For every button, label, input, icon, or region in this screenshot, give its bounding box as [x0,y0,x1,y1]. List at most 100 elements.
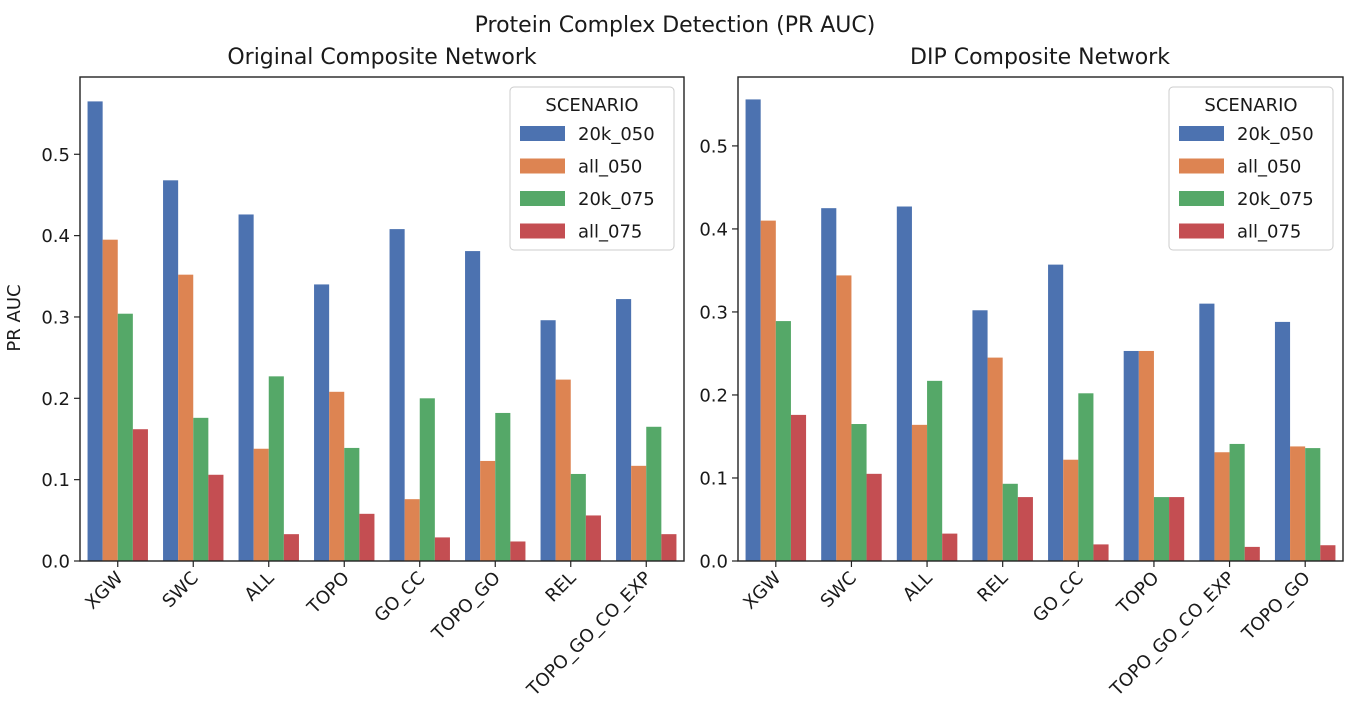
x-tick-label: GO_CC [370,568,429,627]
bar-all_050-topo_go_co_exp [1214,452,1230,561]
bar-20k_050-rel [972,310,988,561]
figure-suptitle: Protein Complex Detection (PR AUC) [475,13,876,38]
panel-title: Original Composite Network [227,45,537,70]
y-tick-label: 0.0 [699,552,728,573]
bar-20k_075-topo [1153,497,1170,561]
bar-all_075-go_cc [1093,544,1109,561]
legend-swatch [520,191,565,206]
bar-20k_050-xgw [87,101,103,562]
bar-all_075-topo_go_co_exp [1244,546,1260,561]
x-tick-label: XGW [739,568,785,614]
legend-swatch [1179,126,1224,141]
bar-20k_075-topo_go_co_exp [1229,443,1245,561]
y-tick-label: 0.1 [699,468,728,489]
panel-original-network: Original Composite Network PR AUC 0.0 0.1… [4,45,685,701]
y-tick-label: 0.3 [699,302,728,323]
bar-20k_050-all [238,214,254,561]
y-tick-label: 0.5 [699,136,728,157]
x-tick-label: REL [541,568,580,607]
legend-swatch [520,223,565,239]
panel-title: DIP Composite Network [910,45,1170,70]
bar-20k_075-all [927,380,943,561]
legend-swatch [520,126,565,141]
bar-20k_075-xgw [775,321,791,561]
legend-entry-label: all_050 [1237,157,1301,178]
bar-all_075-xgw [790,414,807,561]
bar-all_050-swc [178,274,194,561]
bar-all_075-topo_go_co_exp [661,534,677,561]
x-tick-label: TOPO_GO [428,568,505,645]
bar-20k_050-swc [821,208,837,562]
bar-all_050-all [911,424,928,561]
bar-all_075-all [283,534,299,561]
bar-20k_050-topo [1123,350,1139,561]
legend-title: SCENARIO [545,95,638,116]
x-tick-label: TOPO_GO [1237,568,1314,645]
bar-20k_050-go_cc [1048,264,1064,561]
y-axis-label: PR AUC [4,284,25,351]
bar-all_050-xgw [102,239,118,561]
bar-20k_075-topo_go_co_exp [646,426,662,561]
legend-entry-label: all_075 [1237,222,1301,243]
x-tick-label: TOPO [303,568,354,619]
y-tick-label: 0.4 [41,226,70,247]
x-tick-label: GO_CC [1029,568,1088,627]
bar-all_050-topo_go_co_exp [631,465,647,561]
legend-swatch [1179,158,1224,174]
legend-swatch [520,158,565,174]
bar-all_075-topo [359,513,375,561]
bar-all_075-topo_go [510,541,526,561]
bar-20k_075-topo_go [495,412,511,561]
bar-20k_075-swc [851,424,867,561]
bar-20k_075-rel [1002,483,1018,561]
bar-all_075-go_cc [434,537,450,561]
legend-entry-label: 20k_075 [1237,189,1314,210]
bar-20k_050-xgw [745,99,761,562]
legend-entry-label: all_050 [578,157,642,178]
bar-20k_075-go_cc [1078,393,1094,561]
bar-all_050-all [253,448,269,561]
legend: SCENARIO 20k_050 all_050 20k_075 all_075 [1168,86,1334,251]
x-tick-label: TOPO [1112,568,1163,619]
panel-dip-network: DIP Composite Network 0.0 0.1 0.2 0.3 0.4 0.5… [699,45,1344,701]
bar-all_050-rel [555,379,571,561]
bar-all_050-swc [836,275,852,561]
bar-20k_075-swc [193,417,209,561]
x-tick-label: TOPO_GO_CO_EXP [1106,568,1239,701]
bar-20k_050-topo_go [465,251,481,561]
bar-20k_050-all [896,206,912,561]
bar-all_050-go_cc [404,499,420,561]
legend-entry-label: all_075 [578,222,642,243]
bar-20k_075-topo [344,447,360,561]
bar-all_075-all [942,533,958,561]
bar-all_075-swc [866,473,882,561]
x-tick-label: ALL [241,568,279,606]
y-tick-label: 0.0 [41,552,70,573]
legend-title: SCENARIO [1204,95,1297,116]
bar-20k_075-topo_go [1305,448,1321,561]
bar-20k_050-topo_go_co_exp [1199,303,1215,561]
bar-20k_050-rel [540,320,556,561]
bar-20k_075-go_cc [419,398,435,561]
bar-20k_050-topo_go_co_exp [616,299,632,561]
bar-all_075-rel [585,515,601,561]
y-tick-label: 0.5 [41,145,70,166]
bar-all_075-topo [1169,497,1185,561]
legend-swatch [1179,191,1224,206]
bar-all_050-xgw [760,220,776,561]
x-tick-label: ALL [899,568,937,606]
legend-entry-label: 20k_050 [1237,124,1314,145]
legend-swatch [1179,223,1224,239]
bar-all_050-rel [987,357,1003,561]
bar-all_050-go_cc [1063,459,1079,561]
x-tick-label: XGW [81,568,127,614]
y-tick-label: 0.4 [699,219,728,240]
y-tick-label: 0.2 [699,385,728,406]
y-tick-label: 0.2 [41,389,70,410]
bar-all_075-swc [208,474,224,561]
y-tick-label: 0.3 [41,307,70,328]
plot-frame [737,76,1344,562]
bar-20k_050-topo [314,284,330,561]
bar-20k_075-all [268,376,284,561]
